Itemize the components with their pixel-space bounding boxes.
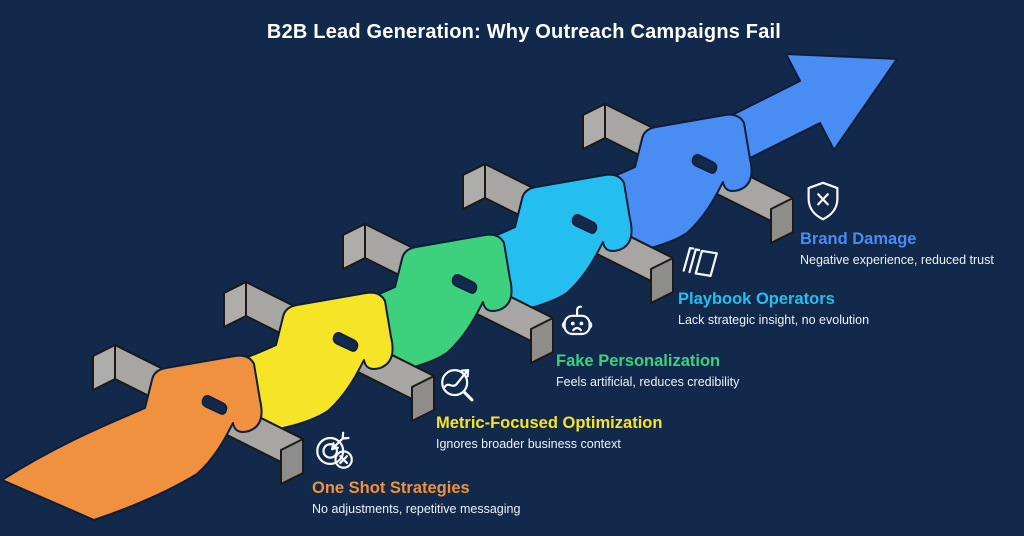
stage-fake-personalization: Fake Personalization Feels artificial, r… (556, 300, 812, 390)
ribbon-curl-slot (201, 395, 228, 415)
target-miss-icon (312, 427, 358, 473)
shield-x-icon (800, 178, 846, 224)
stage-label: One Shot Strategies (312, 479, 470, 497)
ribbon-curl-slot (691, 154, 718, 174)
stage-description: Ignores broader business context (436, 436, 621, 451)
ribbon-curl-slot (571, 214, 598, 234)
stage-description: Feels artificial, reduces credibility (556, 374, 740, 389)
page-title: B2B Lead Generation: Why Outreach Campai… (266, 21, 782, 43)
ribbon-curl-slot (332, 332, 359, 352)
layers-icon (678, 238, 724, 284)
stage-description: Negative experience, reduced trust (800, 252, 994, 267)
stage-one-shot-strategies: One Shot Strategies No adjustments, repe… (312, 427, 568, 517)
stage-metric-focused-optimization: Metric-Focused Optimization Ignores broa… (436, 362, 692, 452)
stage-label: Playbook Operators (678, 290, 835, 308)
ribbon-segment-1 (1, 354, 263, 521)
stage-label: Brand Damage (800, 230, 917, 248)
stage-playbook-operators: Playbook Operators Lack strategic insigh… (678, 238, 934, 328)
stage-description: No adjustments, repetitive messaging (312, 501, 521, 516)
stage-brand-damage: Brand Damage Negative experience, reduce… (800, 178, 1024, 268)
ribbon-curl-slot (451, 274, 478, 294)
robot-icon (556, 300, 602, 346)
stage-description: Lack strategic insight, no evolution (678, 312, 870, 327)
magnifier-trend-icon (436, 362, 482, 408)
stage-label: Fake Personalization (556, 352, 721, 370)
stage-label: Metric-Focused Optimization (436, 414, 663, 432)
